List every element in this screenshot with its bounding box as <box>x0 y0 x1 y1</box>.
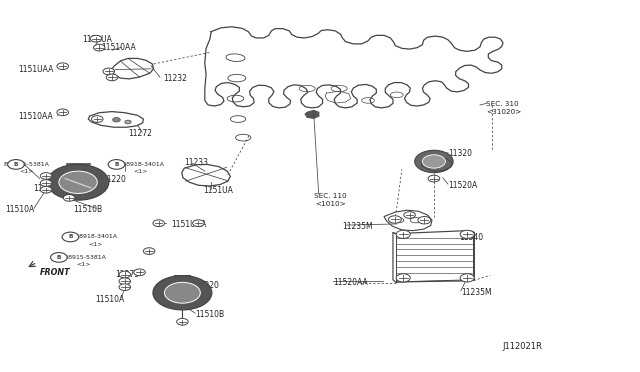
Circle shape <box>62 232 79 242</box>
Text: SEC. 310: SEC. 310 <box>486 101 519 107</box>
Circle shape <box>119 278 131 285</box>
Circle shape <box>153 220 164 227</box>
Circle shape <box>119 284 131 291</box>
Circle shape <box>460 274 474 282</box>
Circle shape <box>90 35 102 42</box>
Text: J112021R: J112021R <box>502 342 542 351</box>
Circle shape <box>103 68 115 75</box>
Text: <1010>: <1010> <box>316 201 346 207</box>
Text: B: B <box>14 162 18 167</box>
Text: B08918-3401A: B08918-3401A <box>118 162 164 167</box>
Circle shape <box>415 150 453 173</box>
Text: SEC. 110: SEC. 110 <box>314 193 346 199</box>
Circle shape <box>40 173 52 179</box>
Circle shape <box>57 109 68 116</box>
Circle shape <box>460 230 474 238</box>
Text: <1>: <1> <box>19 169 33 174</box>
Circle shape <box>422 155 445 168</box>
Text: 11235M: 11235M <box>461 288 492 296</box>
Circle shape <box>193 220 204 227</box>
Text: 1151UA: 1151UA <box>204 186 234 195</box>
Text: B: B <box>57 255 61 260</box>
Circle shape <box>47 164 109 200</box>
Circle shape <box>40 180 52 186</box>
Text: 11510A: 11510A <box>5 205 35 214</box>
Text: 11233: 11233 <box>184 158 209 167</box>
Text: B: B <box>68 234 72 240</box>
Circle shape <box>40 186 52 193</box>
Circle shape <box>153 276 212 310</box>
Circle shape <box>388 216 401 223</box>
Text: 1151UA: 1151UA <box>82 35 112 44</box>
Text: 11510A: 11510A <box>95 295 124 304</box>
Circle shape <box>8 160 24 169</box>
Text: <1>: <1> <box>77 262 91 267</box>
Circle shape <box>125 120 131 124</box>
Circle shape <box>428 175 440 182</box>
Text: <1>: <1> <box>133 169 147 174</box>
Text: B08915-5381A: B08915-5381A <box>3 162 49 167</box>
Text: 11375: 11375 <box>115 270 140 279</box>
Text: 11520AA: 11520AA <box>333 278 367 287</box>
Circle shape <box>113 118 120 122</box>
Text: 11272: 11272 <box>128 129 152 138</box>
Text: B08915-5381A: B08915-5381A <box>60 255 106 260</box>
Text: 11510B: 11510B <box>74 205 103 214</box>
Text: FRONT: FRONT <box>40 268 70 277</box>
Circle shape <box>63 195 75 201</box>
Circle shape <box>51 253 67 262</box>
Circle shape <box>108 160 125 169</box>
Text: 11220: 11220 <box>102 175 126 184</box>
Circle shape <box>59 171 97 193</box>
Circle shape <box>396 230 410 238</box>
Text: 11320: 11320 <box>448 149 472 158</box>
Text: 11232: 11232 <box>163 74 187 83</box>
Text: 11220: 11220 <box>195 281 219 290</box>
Circle shape <box>92 116 103 122</box>
Text: 11510AA: 11510AA <box>18 112 52 121</box>
Circle shape <box>164 282 200 303</box>
Text: <1>: <1> <box>88 242 102 247</box>
Text: 11510B: 11510B <box>195 310 225 319</box>
Circle shape <box>404 212 415 218</box>
Circle shape <box>396 274 410 282</box>
Text: 11340: 11340 <box>460 233 484 242</box>
Text: 11510AA: 11510AA <box>101 43 136 52</box>
Circle shape <box>177 318 188 325</box>
Text: 11235M: 11235M <box>342 222 373 231</box>
Text: 1151UAA: 1151UAA <box>18 65 53 74</box>
Circle shape <box>106 74 118 81</box>
Circle shape <box>134 269 145 276</box>
Text: B: B <box>115 162 118 167</box>
Polygon shape <box>305 110 319 118</box>
Text: 11520A: 11520A <box>448 181 477 190</box>
Text: 1151UAA: 1151UAA <box>172 220 207 229</box>
Circle shape <box>93 44 105 51</box>
Circle shape <box>57 63 68 70</box>
Circle shape <box>119 271 131 278</box>
Circle shape <box>143 248 155 254</box>
Circle shape <box>418 217 431 224</box>
Text: B08918-3401A: B08918-3401A <box>72 234 118 240</box>
Text: 11375: 11375 <box>33 185 58 193</box>
Text: <31020>: <31020> <box>486 109 522 115</box>
